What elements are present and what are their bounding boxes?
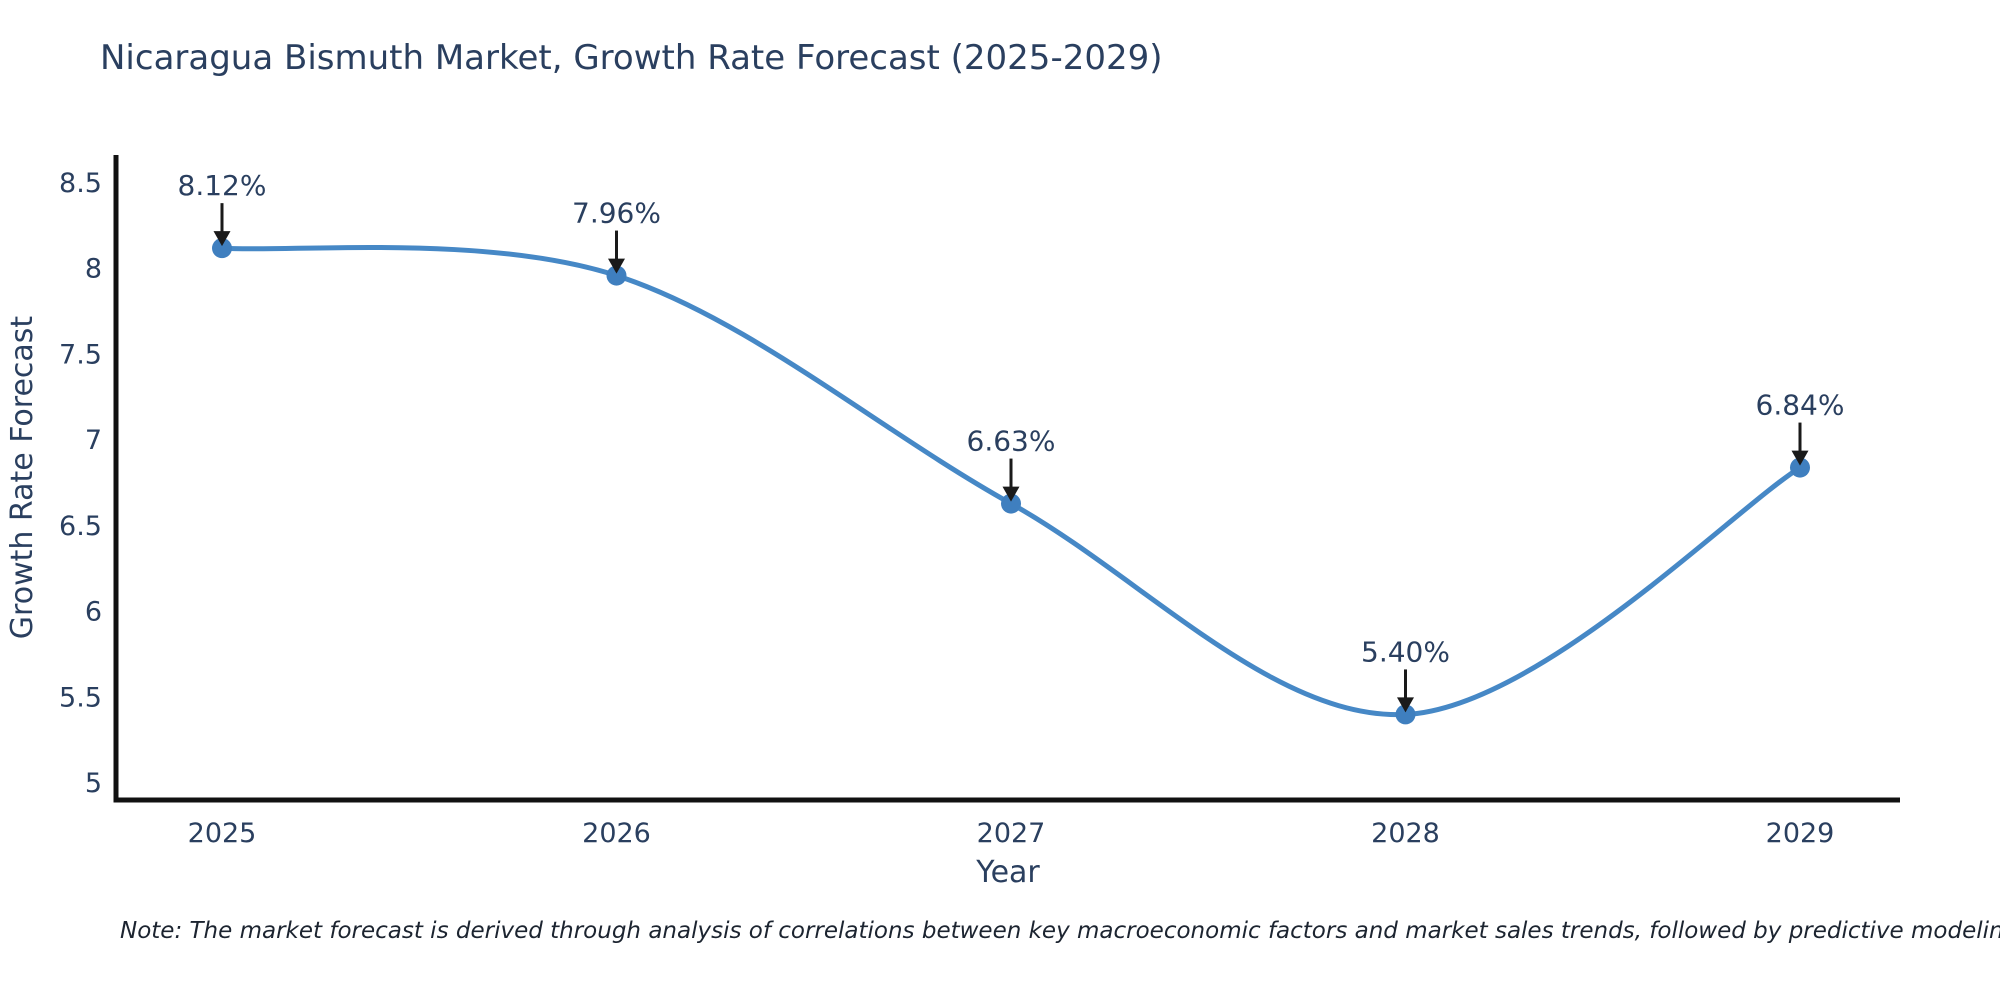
annotation-arrowhead bbox=[1397, 697, 1414, 713]
data-point-marker bbox=[212, 238, 232, 259]
data-point-marker bbox=[606, 265, 627, 286]
data-point-marker bbox=[1395, 704, 1416, 725]
x-tick-label: 2027 bbox=[977, 818, 1046, 849]
y-tick-label: 5 bbox=[85, 768, 102, 799]
data-point-label: 6.84% bbox=[1756, 389, 1845, 422]
y-tick-label: 7 bbox=[85, 425, 102, 456]
y-tick-label: 6.5 bbox=[59, 511, 102, 542]
annotation-arrowhead bbox=[1002, 486, 1020, 502]
data-point-marker bbox=[1790, 457, 1810, 478]
x-axis-title: Year bbox=[975, 855, 1040, 890]
annotation-arrowhead bbox=[608, 258, 625, 274]
annotation-arrowhead bbox=[1791, 450, 1809, 466]
chart-title: Nicaragua Bismuth Market, Growth Rate Fo… bbox=[100, 38, 1163, 78]
x-tick-label: 2029 bbox=[1766, 818, 1835, 849]
x-tick-label: 2025 bbox=[188, 818, 257, 849]
data-point-marker bbox=[1001, 493, 1021, 514]
annotation-arrowhead bbox=[213, 231, 231, 247]
y-tick-label: 5.5 bbox=[59, 682, 102, 713]
data-point-label: 7.96% bbox=[572, 197, 661, 230]
data-point-label: 5.40% bbox=[1361, 635, 1450, 668]
y-tick-label: 6 bbox=[85, 597, 102, 628]
y-tick-label: 8.5 bbox=[59, 168, 102, 199]
x-tick-label: 2026 bbox=[582, 818, 651, 849]
y-tick-label: 8 bbox=[85, 254, 102, 285]
y-tick-label: 7.5 bbox=[59, 339, 102, 370]
y-axis-title: Growth Rate Forecast bbox=[5, 316, 40, 640]
data-point-label: 6.63% bbox=[967, 425, 1056, 458]
footnote: Note: The market forecast is derived thr… bbox=[120, 918, 2000, 944]
data-point-label: 8.12% bbox=[178, 169, 267, 202]
x-tick-label: 2028 bbox=[1371, 818, 1440, 849]
